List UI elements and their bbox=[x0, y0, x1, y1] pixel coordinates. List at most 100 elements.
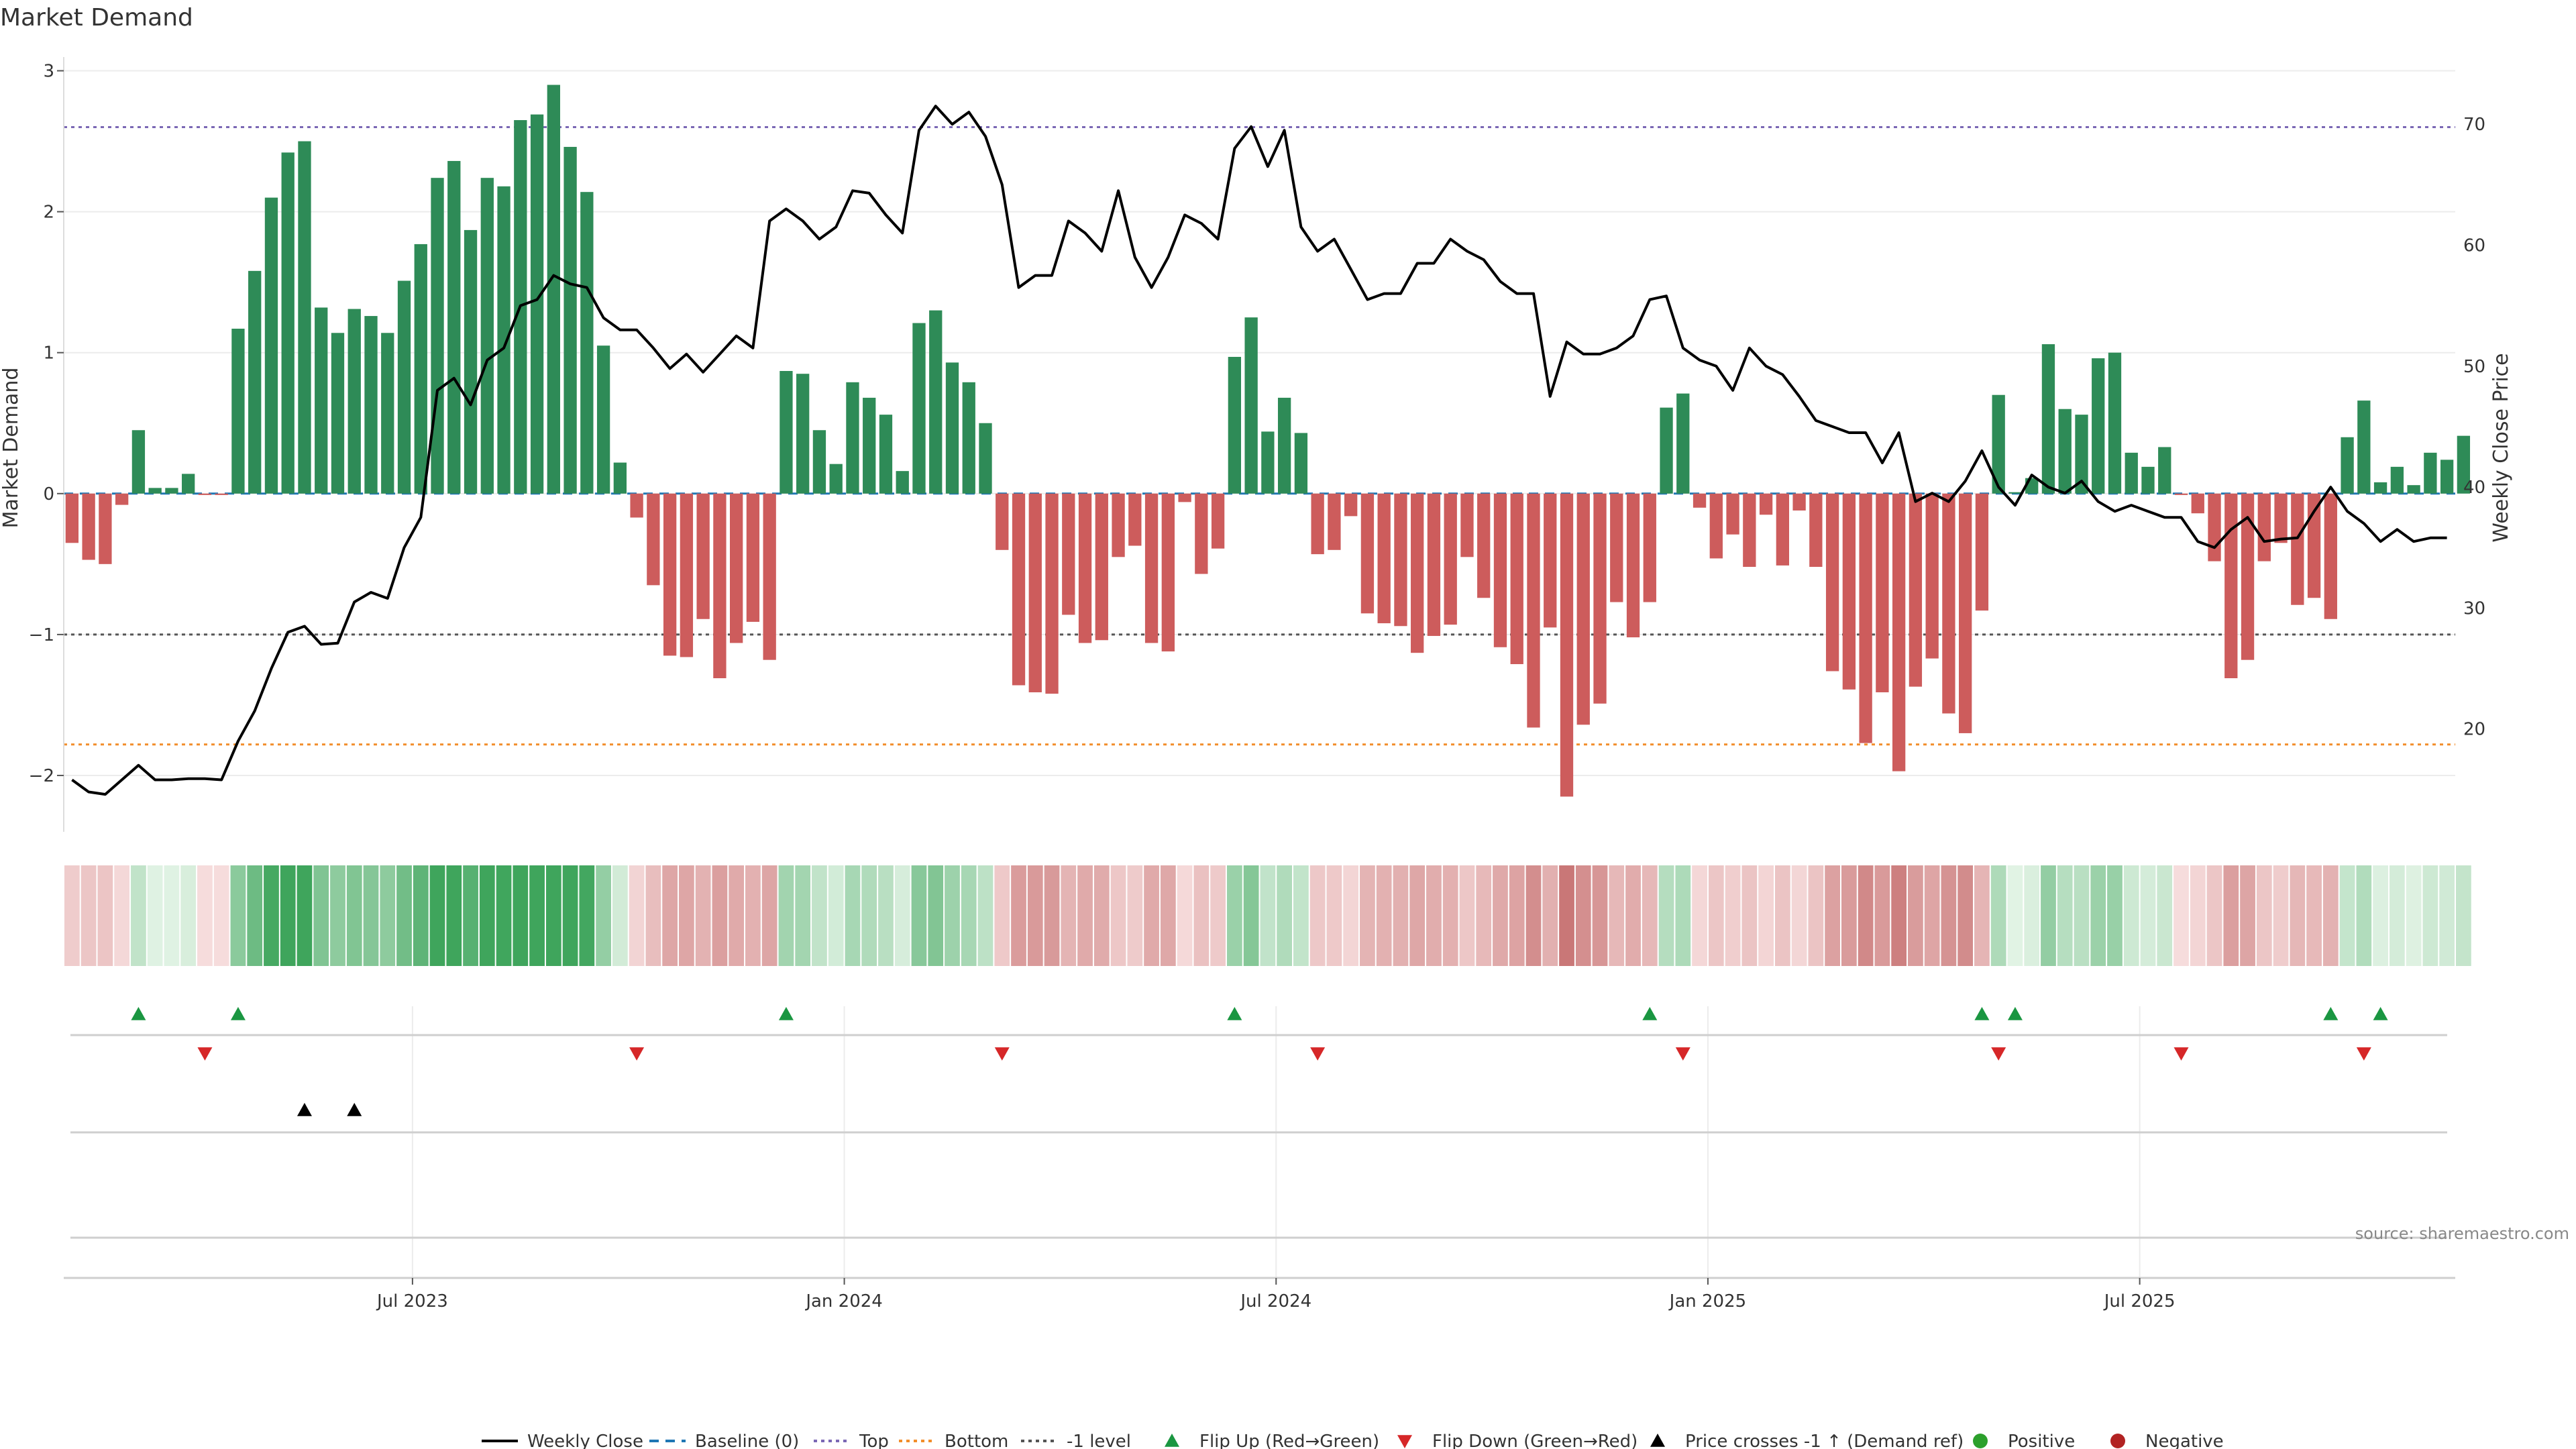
demand-bar bbox=[1809, 493, 1823, 568]
heat-cell bbox=[1442, 865, 1458, 966]
heat-cell bbox=[396, 865, 412, 966]
demand-bar bbox=[1294, 433, 1308, 494]
heat-cell bbox=[1575, 865, 1591, 966]
heat-cell bbox=[1177, 865, 1193, 966]
demand-bar bbox=[979, 423, 992, 494]
heat-cell bbox=[977, 865, 994, 966]
heat-cell bbox=[861, 865, 877, 966]
heat-cell bbox=[878, 865, 894, 966]
heat-cell bbox=[1210, 865, 1226, 966]
demand-bar bbox=[2208, 493, 2221, 561]
legend-label: Baseline (0) bbox=[695, 1432, 799, 1449]
y-axis-label: Market Demand bbox=[0, 368, 23, 529]
y-tick-label: 3 bbox=[43, 62, 54, 82]
heat-cell bbox=[2356, 865, 2372, 966]
heat-cell bbox=[1825, 865, 1840, 966]
demand-bar bbox=[763, 493, 776, 660]
heat-cell bbox=[1525, 865, 1542, 966]
legend-label: -1 level bbox=[1067, 1432, 1131, 1449]
legend-swatch-triangle-up bbox=[1650, 1434, 1665, 1447]
demand-bar bbox=[1726, 493, 1739, 535]
heat-cell bbox=[1226, 865, 1242, 966]
heat-cell bbox=[1260, 865, 1276, 966]
heat-cell bbox=[2090, 865, 2106, 966]
heat-cell bbox=[911, 865, 927, 966]
heat-cell bbox=[1093, 865, 1110, 966]
heat-cell bbox=[1277, 865, 1293, 966]
price-line bbox=[71, 105, 2447, 796]
demand-heat-strip bbox=[64, 865, 2471, 966]
y2-tick-label: 40 bbox=[2463, 478, 2485, 498]
heat-cell bbox=[2290, 865, 2306, 966]
heat-cell bbox=[1908, 865, 1923, 966]
demand-bar bbox=[2075, 415, 2088, 494]
demand-bar bbox=[464, 229, 478, 494]
heat-cell bbox=[1858, 865, 1874, 966]
heat-cell bbox=[795, 865, 811, 966]
heat-cell bbox=[1193, 865, 1210, 966]
source-note: source: sharemaestro.com bbox=[2355, 1224, 2569, 1243]
heat-cell bbox=[297, 865, 313, 966]
demand-bar bbox=[1825, 493, 1839, 672]
heat-cell bbox=[1957, 865, 1974, 966]
heat-cell bbox=[712, 865, 728, 966]
legend: Weekly Close Baseline (0) Top Bottom -1 leve… bbox=[482, 1432, 2224, 1449]
demand-bar bbox=[2407, 485, 2420, 494]
demand-bar bbox=[1328, 493, 1341, 550]
heat-cell bbox=[2256, 865, 2272, 966]
demand-bar bbox=[1178, 493, 1191, 502]
demand-bar bbox=[1643, 493, 1656, 602]
demand-bar bbox=[99, 493, 112, 564]
demand-bar bbox=[530, 114, 544, 494]
heat-cell bbox=[2406, 865, 2422, 966]
heat-cell bbox=[828, 865, 844, 966]
demand-bar bbox=[2324, 493, 2337, 619]
legend-label: Flip Up (Red→Green) bbox=[1199, 1432, 1379, 1449]
demand-bar bbox=[829, 464, 843, 494]
demand-bar bbox=[182, 474, 195, 494]
demand-bar bbox=[596, 345, 610, 494]
demand-bar bbox=[1344, 493, 1358, 517]
demand-bar bbox=[962, 382, 975, 494]
legend-label: Negative bbox=[2145, 1432, 2224, 1449]
heat-cell bbox=[1426, 865, 1442, 966]
demand-bar bbox=[331, 333, 345, 494]
heat-cell bbox=[1393, 865, 1409, 966]
heat-cell bbox=[1243, 865, 1259, 966]
heat-cell bbox=[1741, 865, 1758, 966]
flip-up-marker bbox=[1642, 1007, 1658, 1020]
demand-bar bbox=[1959, 493, 1972, 733]
legend-label: Top bbox=[859, 1432, 889, 1449]
demand-bar bbox=[580, 192, 594, 494]
heat-cell bbox=[2190, 865, 2206, 966]
demand-bar bbox=[912, 323, 926, 494]
demand-bar bbox=[1261, 431, 1275, 494]
demand-bar bbox=[315, 307, 328, 494]
flip-up-marker bbox=[230, 1007, 246, 1020]
demand-bar bbox=[1045, 493, 1059, 694]
heat-cell bbox=[1144, 865, 1159, 966]
demand-bar bbox=[65, 493, 79, 543]
heat-cell bbox=[1160, 865, 1176, 966]
x-tick-label: Jul 2024 bbox=[1239, 1291, 1311, 1311]
price-cross-marker bbox=[297, 1103, 312, 1116]
demand-bar bbox=[1510, 493, 1523, 664]
heat-cell bbox=[1675, 865, 1691, 966]
x-tick-label: Jan 2025 bbox=[1668, 1291, 1747, 1311]
flip-down-marker bbox=[2174, 1047, 2189, 1061]
demand-bar bbox=[663, 493, 677, 656]
demand-bar bbox=[2373, 482, 2387, 494]
flip-down-marker bbox=[629, 1047, 645, 1061]
demand-bar bbox=[2307, 493, 2321, 598]
heat-cell bbox=[1974, 865, 1990, 966]
heat-cell bbox=[2223, 865, 2239, 966]
heat-cell bbox=[2057, 865, 2073, 966]
demand-bar bbox=[696, 493, 710, 619]
demand-bar bbox=[82, 493, 95, 560]
y-tick-label: 1 bbox=[43, 343, 54, 364]
demand-bar bbox=[1776, 493, 1789, 566]
heat-cell bbox=[2439, 865, 2455, 966]
demand-bar bbox=[630, 493, 643, 518]
heat-cell bbox=[1110, 865, 1126, 966]
